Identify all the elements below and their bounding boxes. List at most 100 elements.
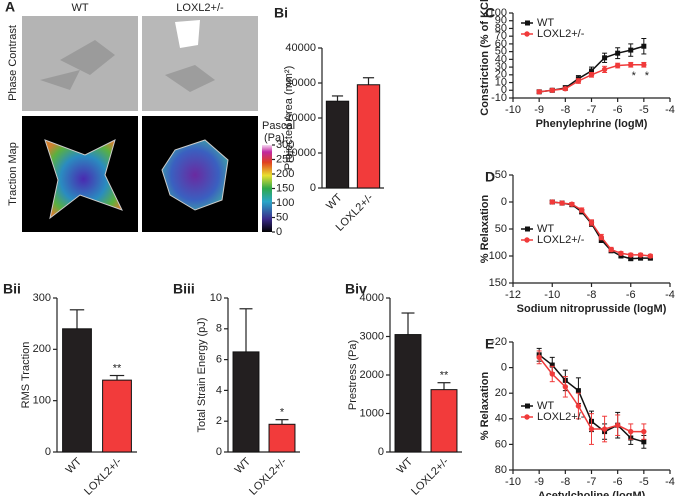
x-tick-label: LOXL2+/- — [82, 455, 124, 496]
point — [614, 422, 621, 428]
y-tick-label: 80 — [495, 22, 507, 34]
x-tick-label: LOXL2+/- — [247, 455, 289, 496]
panel-label: D — [485, 169, 495, 185]
y-tick-label: 1000 — [360, 407, 384, 419]
y-tick-label: 100 — [489, 7, 507, 19]
point — [598, 234, 605, 240]
y-tick-label: 50 — [495, 223, 507, 235]
bar — [430, 389, 458, 453]
panel-label: Bii — [3, 281, 21, 297]
colorbar-tick-label: 200 — [276, 168, 294, 180]
point — [628, 256, 634, 262]
y-tick-label: 150 — [489, 277, 507, 289]
cell — [40, 40, 115, 90]
y-tick-label: -20 — [491, 336, 507, 348]
y-tick-label: 2000 — [360, 369, 384, 381]
point — [638, 255, 644, 261]
x-tick-label: -10 — [544, 289, 560, 301]
y-tick-label: 20 — [495, 69, 507, 81]
debris — [175, 20, 200, 48]
significance: * — [280, 407, 285, 419]
point — [536, 354, 542, 361]
significance: ** — [440, 370, 449, 382]
x-tick-label: -8 — [560, 476, 570, 488]
row-label: Traction Map — [7, 142, 19, 206]
y-axis-label: Total Strain Energy (pJ) — [196, 318, 208, 433]
y-tick-label: 8 — [216, 323, 222, 335]
point — [589, 68, 594, 74]
x-tick-label: -7 — [587, 104, 597, 116]
x-axis-label: Sodium nitroprusside (logM) — [517, 303, 667, 315]
bar — [102, 379, 132, 453]
point — [628, 428, 634, 435]
panel-label: Bi — [274, 5, 288, 21]
y-tick-label: 4 — [216, 384, 222, 396]
y-tick-label: 30000 — [285, 77, 316, 89]
y-tick-label: 60 — [495, 38, 507, 50]
colorbar-title: Pascal — [262, 120, 295, 132]
point — [641, 428, 647, 435]
x-tick-label: WT — [395, 455, 416, 476]
y-tick-label: 80 — [495, 464, 507, 476]
point — [562, 86, 569, 92]
y-tick-label: 6 — [216, 354, 222, 366]
bar — [325, 100, 350, 189]
point — [628, 47, 634, 53]
panel-label: Biii — [173, 281, 195, 297]
legend-marker — [525, 20, 530, 26]
x-axis-label: Phenylephrine (logM) — [536, 118, 648, 130]
bar — [62, 328, 92, 453]
x-tick-label: LOXL2+/- — [409, 455, 451, 496]
y-tick-label: -50 — [491, 169, 507, 181]
bar — [394, 334, 422, 453]
point — [615, 50, 621, 56]
y-tick-label: 50 — [495, 46, 507, 58]
point — [641, 439, 647, 445]
point — [575, 388, 581, 394]
point — [549, 199, 555, 205]
y-tick-label: 10000 — [285, 147, 316, 159]
x-tick-label: -9 — [534, 476, 544, 488]
cell — [165, 65, 215, 92]
colorbar-tick-label: 250 — [276, 153, 294, 165]
y-tick-label: 0 — [501, 84, 507, 96]
x-tick-label: -6 — [613, 476, 623, 488]
point — [549, 362, 555, 368]
y-tick-label: 2 — [216, 415, 222, 427]
x-tick-label: -5 — [639, 104, 649, 116]
y-tick-label: 70 — [495, 30, 507, 42]
legend-label: WT — [537, 400, 554, 412]
column-label: WT — [71, 2, 88, 14]
x-tick-label: -8 — [560, 104, 570, 116]
point — [628, 62, 634, 68]
x-tick-label: -10 — [505, 476, 521, 488]
legend-label: LOXL2+/- — [537, 411, 585, 423]
x-tick-label: -4 — [665, 289, 675, 301]
point — [647, 253, 654, 259]
y-axis-label: % Relaxation — [479, 371, 491, 440]
y-tick-label: 100 — [489, 250, 507, 262]
panel-label: C — [485, 5, 495, 21]
phase-image-lox — [142, 16, 258, 111]
point — [588, 72, 595, 78]
colorbar-tick-label: 300 — [276, 139, 294, 151]
point — [549, 87, 555, 93]
colorbar — [262, 145, 272, 232]
point — [608, 246, 614, 253]
colorbar-tick-label: 0 — [276, 226, 282, 238]
point — [575, 78, 582, 84]
point — [569, 201, 575, 207]
point — [601, 426, 608, 432]
x-tick-label: -6 — [626, 289, 636, 301]
y-tick-label: 10 — [495, 76, 507, 88]
x-tick-label: WT — [64, 455, 85, 476]
legend-marker — [524, 237, 530, 243]
significance: ** — [113, 362, 122, 374]
panel-label: E — [485, 336, 494, 352]
x-tick-label: -12 — [505, 289, 521, 301]
y-tick-label: 40 — [495, 413, 507, 425]
bar — [268, 423, 296, 453]
point — [578, 207, 585, 213]
y-tick-label: 20 — [495, 387, 507, 399]
x-tick-label: -7 — [587, 476, 597, 488]
